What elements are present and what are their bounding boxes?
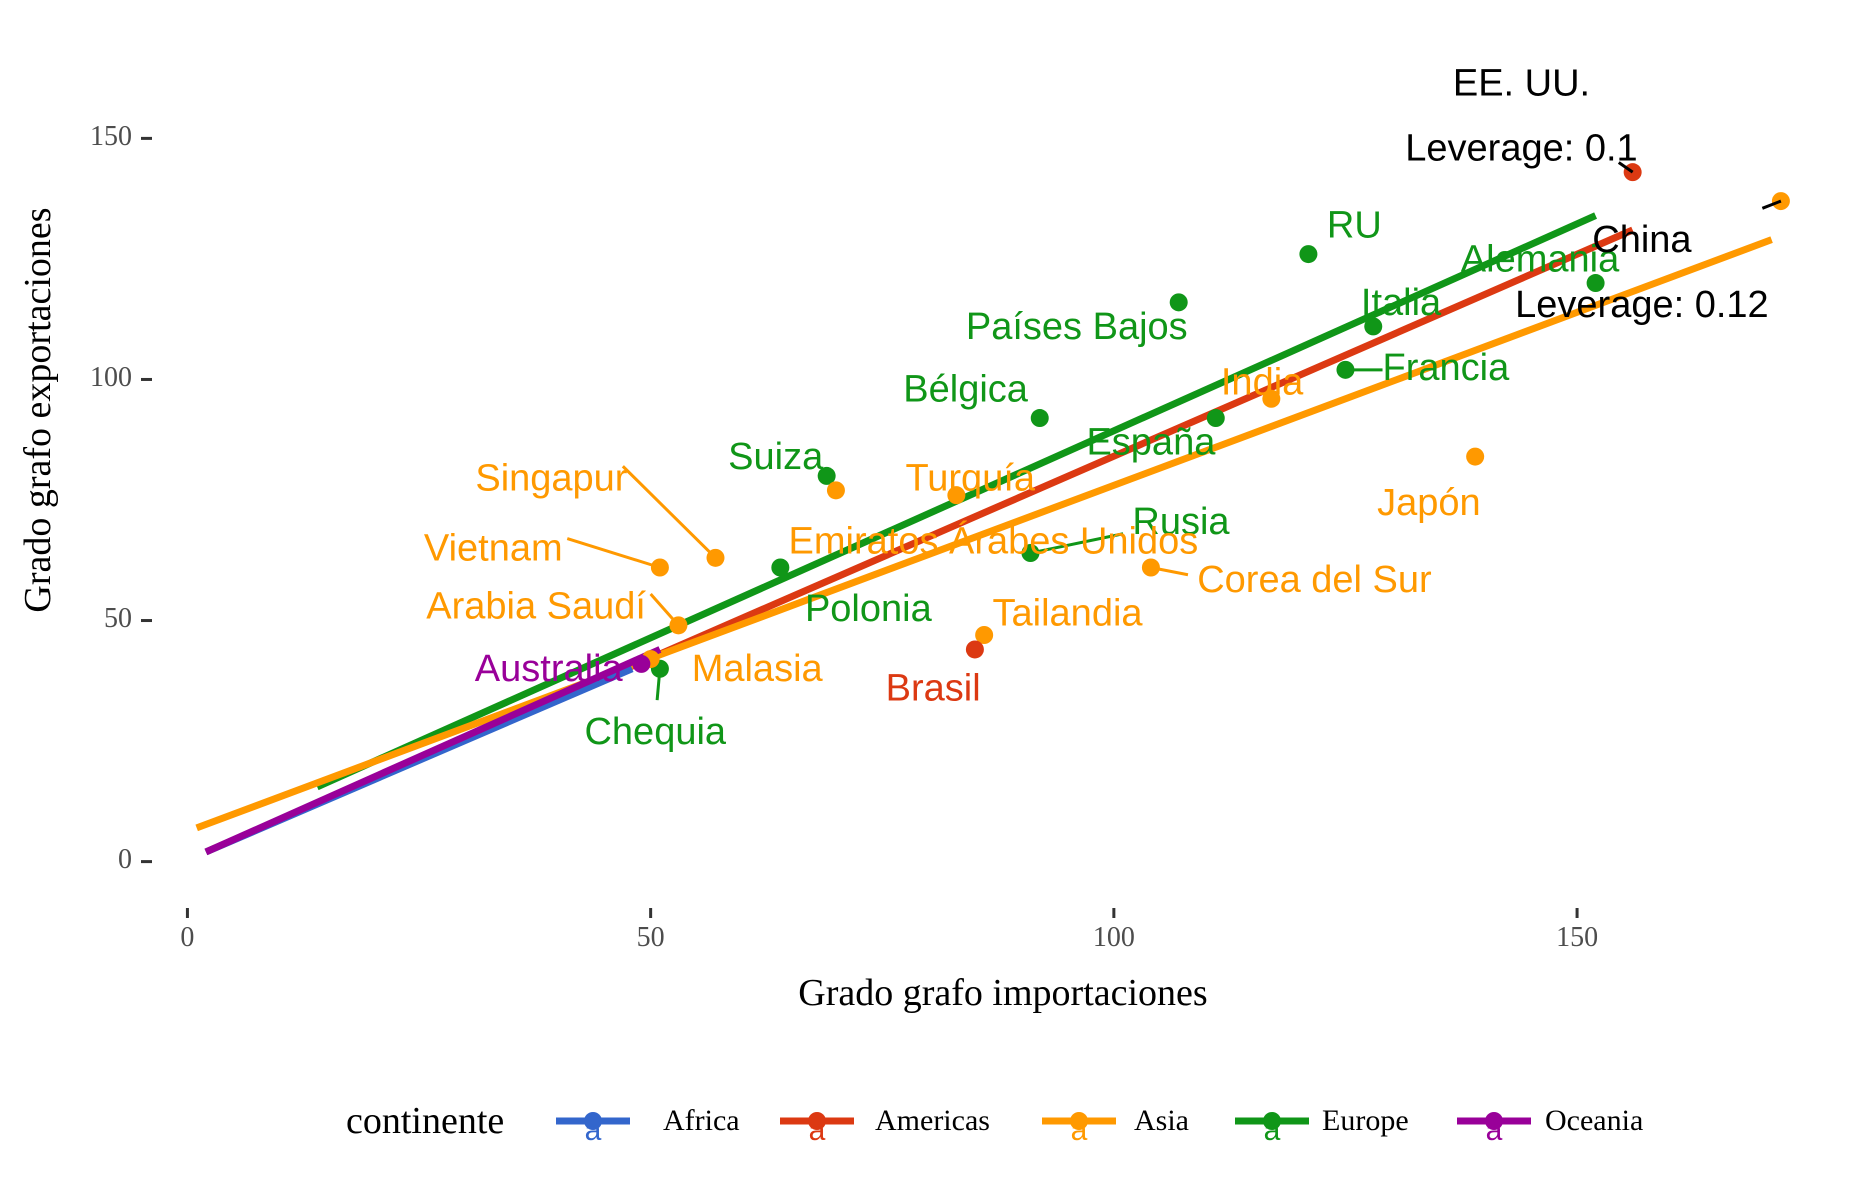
y-tick-label-100: 100 bbox=[90, 362, 132, 393]
legend-key-letter: a bbox=[585, 1114, 602, 1147]
data-point-europe-5 bbox=[1169, 293, 1188, 312]
legend: continente a Africa a Americas a Asia a Europe a… bbox=[346, 1100, 1643, 1147]
x-axis-title: Grado grafo importaciones bbox=[798, 972, 1207, 1014]
leader-singapur bbox=[621, 465, 717, 559]
leverage-annotations: EE. UU. Leverage: 0.1 China Leverage: 0.12 bbox=[1405, 62, 1782, 326]
x-axis: 0 50 100 150 bbox=[180, 908, 1598, 953]
data-point-europe-8 bbox=[1030, 409, 1049, 428]
annotation-china: China bbox=[1592, 219, 1692, 261]
annotation-leader-0 bbox=[1617, 161, 1634, 174]
legend-item-europe: a Europe bbox=[1235, 1104, 1409, 1147]
y-tick-label-0: 0 bbox=[118, 844, 132, 875]
legend-item-americas: a Americas bbox=[780, 1104, 990, 1147]
label-arabia-saudi: Arabia Saudí bbox=[426, 586, 646, 628]
legend-title: continente bbox=[346, 1100, 504, 1142]
data-point-europe-4 bbox=[1364, 317, 1383, 336]
x-tick-label-100: 100 bbox=[1093, 922, 1135, 953]
label-turquia: Turquía bbox=[905, 458, 1035, 500]
data-point-europe-3 bbox=[1299, 245, 1318, 264]
annotation-leverage-0-1: Leverage: 0.1 bbox=[1405, 127, 1637, 169]
label-vietnam: Vietnam bbox=[424, 528, 563, 570]
label-rusia: Rusia bbox=[1132, 501, 1230, 543]
annotation-leader-1 bbox=[1761, 199, 1782, 210]
leader-arabia-saudi bbox=[649, 593, 680, 627]
label-francia: Francia bbox=[1383, 347, 1511, 389]
legend-key-point bbox=[1263, 1112, 1281, 1130]
legend-label: Europe bbox=[1322, 1104, 1409, 1137]
label-corea-del-sur: Corea del Sur bbox=[1197, 559, 1432, 601]
leader-rusia bbox=[1030, 532, 1124, 555]
legend-item-africa: a Africa bbox=[556, 1104, 740, 1147]
data-point-asia-13 bbox=[1466, 447, 1485, 466]
leader-vietnam bbox=[566, 537, 661, 569]
legend-item-asia: a Asia bbox=[1042, 1104, 1189, 1147]
legend-key-letter: a bbox=[1486, 1114, 1503, 1147]
data-point-europe-10 bbox=[817, 466, 836, 485]
data-point-oceania-24 bbox=[632, 654, 651, 673]
label-australia: Australia bbox=[475, 648, 624, 690]
label-espana: España bbox=[1086, 422, 1216, 464]
legend-key-point bbox=[584, 1112, 602, 1130]
label-india: India bbox=[1221, 361, 1304, 403]
y-axis: 0 50 100 150 bbox=[90, 121, 152, 875]
y-tick-label-150: 150 bbox=[90, 121, 132, 152]
legend-label: Africa bbox=[663, 1104, 740, 1137]
legend-key-point bbox=[808, 1112, 826, 1130]
x-tick-label-0: 0 bbox=[180, 922, 194, 953]
x-tick-label-50: 50 bbox=[637, 922, 665, 953]
point-labels: RU Alemania Italia Francia Países Bajos India… bbox=[424, 205, 1620, 753]
leader-chequia bbox=[655, 668, 662, 701]
label-malasia: Malasia bbox=[692, 648, 824, 690]
label-italia: Italia bbox=[1361, 282, 1442, 324]
legend-key-letter: a bbox=[1071, 1114, 1088, 1147]
label-brasil: Brasil bbox=[886, 667, 981, 709]
data-point-americas-21 bbox=[965, 640, 984, 659]
leader-corea-del-sur bbox=[1150, 566, 1189, 577]
y-axis-title: Grado grafo exportaciones bbox=[17, 207, 59, 612]
label-belgica: Bélgica bbox=[903, 369, 1028, 411]
legend-label: Asia bbox=[1134, 1104, 1189, 1137]
label-japon: Japón bbox=[1377, 482, 1481, 524]
data-point-asia-12 bbox=[947, 486, 966, 505]
legend-key-point bbox=[1485, 1112, 1503, 1130]
legend-key-point bbox=[1070, 1112, 1088, 1130]
label-paises-bajos: Países Bajos bbox=[966, 306, 1188, 348]
data-point-europe-9 bbox=[1206, 409, 1225, 428]
annotation-ee-uu: EE. UU. bbox=[1453, 62, 1590, 104]
y-tick-label-50: 50 bbox=[104, 603, 132, 634]
data-point-europe-2 bbox=[1586, 274, 1605, 293]
label-alemania: Alemania bbox=[1461, 238, 1620, 280]
x-tick-label-150: 150 bbox=[1556, 922, 1598, 953]
label-polonia: Polonia bbox=[805, 588, 933, 630]
data-point-asia-11 bbox=[826, 481, 845, 500]
label-ru: RU bbox=[1327, 205, 1382, 247]
data-point-asia-20 bbox=[975, 626, 994, 644]
label-singapur: Singapur bbox=[475, 458, 627, 500]
label-emiratos-arabes-unidos: Emiratos Árabes Unidos bbox=[789, 519, 1199, 562]
data-point-asia-7 bbox=[1262, 389, 1281, 408]
label-suiza: Suiza bbox=[728, 436, 824, 478]
fit-line-asia bbox=[195, 236, 1773, 832]
annotation-leverage-0-12: Leverage: 0.12 bbox=[1515, 284, 1769, 326]
label-chequia: Chequia bbox=[584, 711, 726, 753]
label-leaders bbox=[566, 368, 1383, 701]
legend-key-letter: a bbox=[809, 1114, 826, 1147]
legend-label: Americas bbox=[875, 1104, 990, 1137]
data-point-europe-17 bbox=[771, 558, 790, 577]
legend-label: Oceania bbox=[1545, 1104, 1643, 1137]
legend-key-letter: a bbox=[1264, 1114, 1281, 1147]
label-tailandia: Tailandia bbox=[993, 593, 1144, 635]
fit-line-oceania bbox=[204, 646, 662, 856]
legend-item-oceania: a Oceania bbox=[1457, 1104, 1643, 1147]
